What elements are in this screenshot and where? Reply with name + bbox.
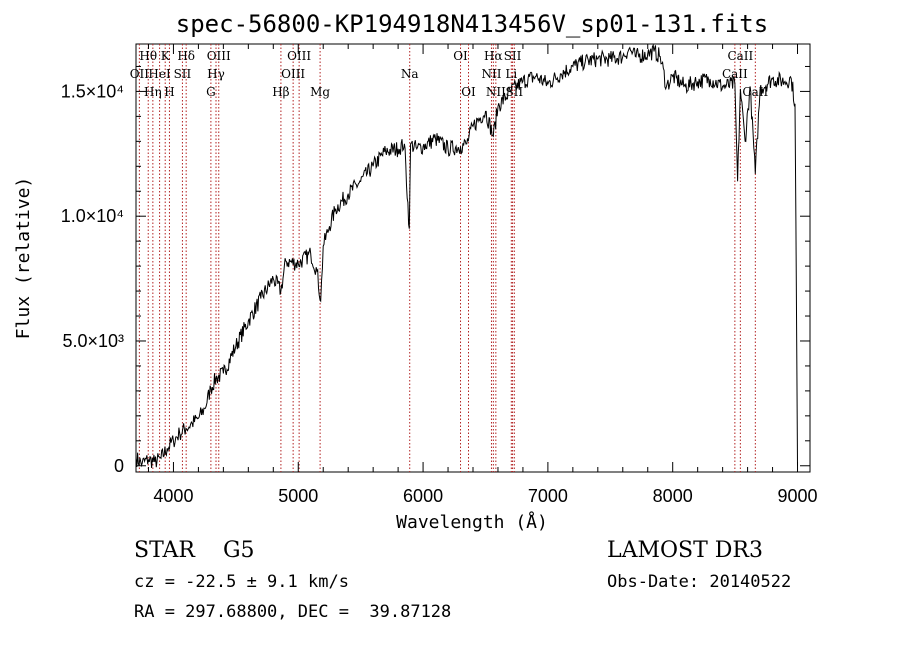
emission-line-label: OI — [461, 85, 476, 99]
emission-line-label: Hα — [484, 49, 503, 63]
observation-date: Obs-Date: 20140522 — [607, 572, 792, 592]
sky-coordinates: RA = 297.68800, DEC = 39.87128 — [134, 602, 452, 622]
emission-line-label: K — [161, 49, 171, 63]
emission-line-label: Na — [401, 67, 419, 81]
survey-name: LAMOST DR3 — [607, 538, 763, 563]
y-axis-ticks: 0 5.0×10³ 1.0×10⁴ 1.5×10⁴ — [61, 65, 810, 476]
y-tick-label: 1.5×10⁴ — [61, 81, 124, 101]
chart-title: spec-56800-KP194918N413456V_sp01-131.fit… — [176, 10, 768, 38]
emission-line-label: HeI — [148, 67, 171, 81]
emission-line-label: Mg — [310, 85, 330, 99]
emission-line-label: OIII — [207, 49, 231, 63]
x-tick-label: 4000 — [153, 486, 193, 506]
emission-line-label: Li — [505, 67, 517, 81]
emission-line-markers — [138, 44, 756, 472]
emission-line-label: Hβ — [272, 85, 289, 99]
emission-line-labels: HθOIIHηHeIKHSIIHδGHγOIIIHβOIIIOIIIMgNaOI… — [130, 49, 769, 99]
emission-line-label: CaII — [727, 49, 753, 63]
y-tick-label: 5.0×10³ — [62, 331, 124, 351]
x-axis-label: Wavelength (Å) — [396, 511, 548, 533]
emission-line-label: NII — [486, 85, 506, 99]
emission-line-label: OIII — [287, 49, 311, 63]
x-tick-label: 8000 — [653, 486, 693, 506]
emission-line-label: Hγ — [207, 67, 225, 81]
x-tick-label: 7000 — [528, 486, 568, 506]
emission-line-label: NII — [481, 67, 501, 81]
emission-line-label: Hθ — [139, 49, 157, 63]
x-tick-label: 6000 — [403, 486, 443, 506]
emission-line-label: OI — [453, 49, 468, 63]
redshift-velocity: cz = -22.5 ± 9.1 km/s — [134, 572, 349, 592]
emission-line-label: SII — [174, 67, 192, 81]
spectrum-line — [135, 43, 798, 469]
emission-line-label: OIII — [281, 67, 305, 81]
emission-line-label: CaII — [722, 67, 748, 81]
y-tick-label: 1.0×10⁴ — [61, 206, 124, 226]
x-tick-label: 5000 — [278, 486, 318, 506]
y-axis-label: Flux (relative) — [13, 177, 34, 340]
plot-frame — [135, 43, 811, 473]
object-class: STAR G5 — [134, 538, 255, 563]
emission-line-label: Hδ — [177, 49, 195, 63]
y-tick-label: 0 — [114, 456, 124, 476]
x-tick-label: 9000 — [777, 486, 817, 506]
emission-line-label: OII — [130, 67, 150, 81]
emission-line-label: G — [206, 85, 216, 99]
emission-line-label: Hη — [144, 85, 162, 99]
emission-line-label: H — [164, 85, 174, 99]
emission-line-label: SII — [504, 49, 522, 63]
x-axis-ticks: 4000 5000 6000 7000 8000 9000 — [147, 44, 818, 506]
